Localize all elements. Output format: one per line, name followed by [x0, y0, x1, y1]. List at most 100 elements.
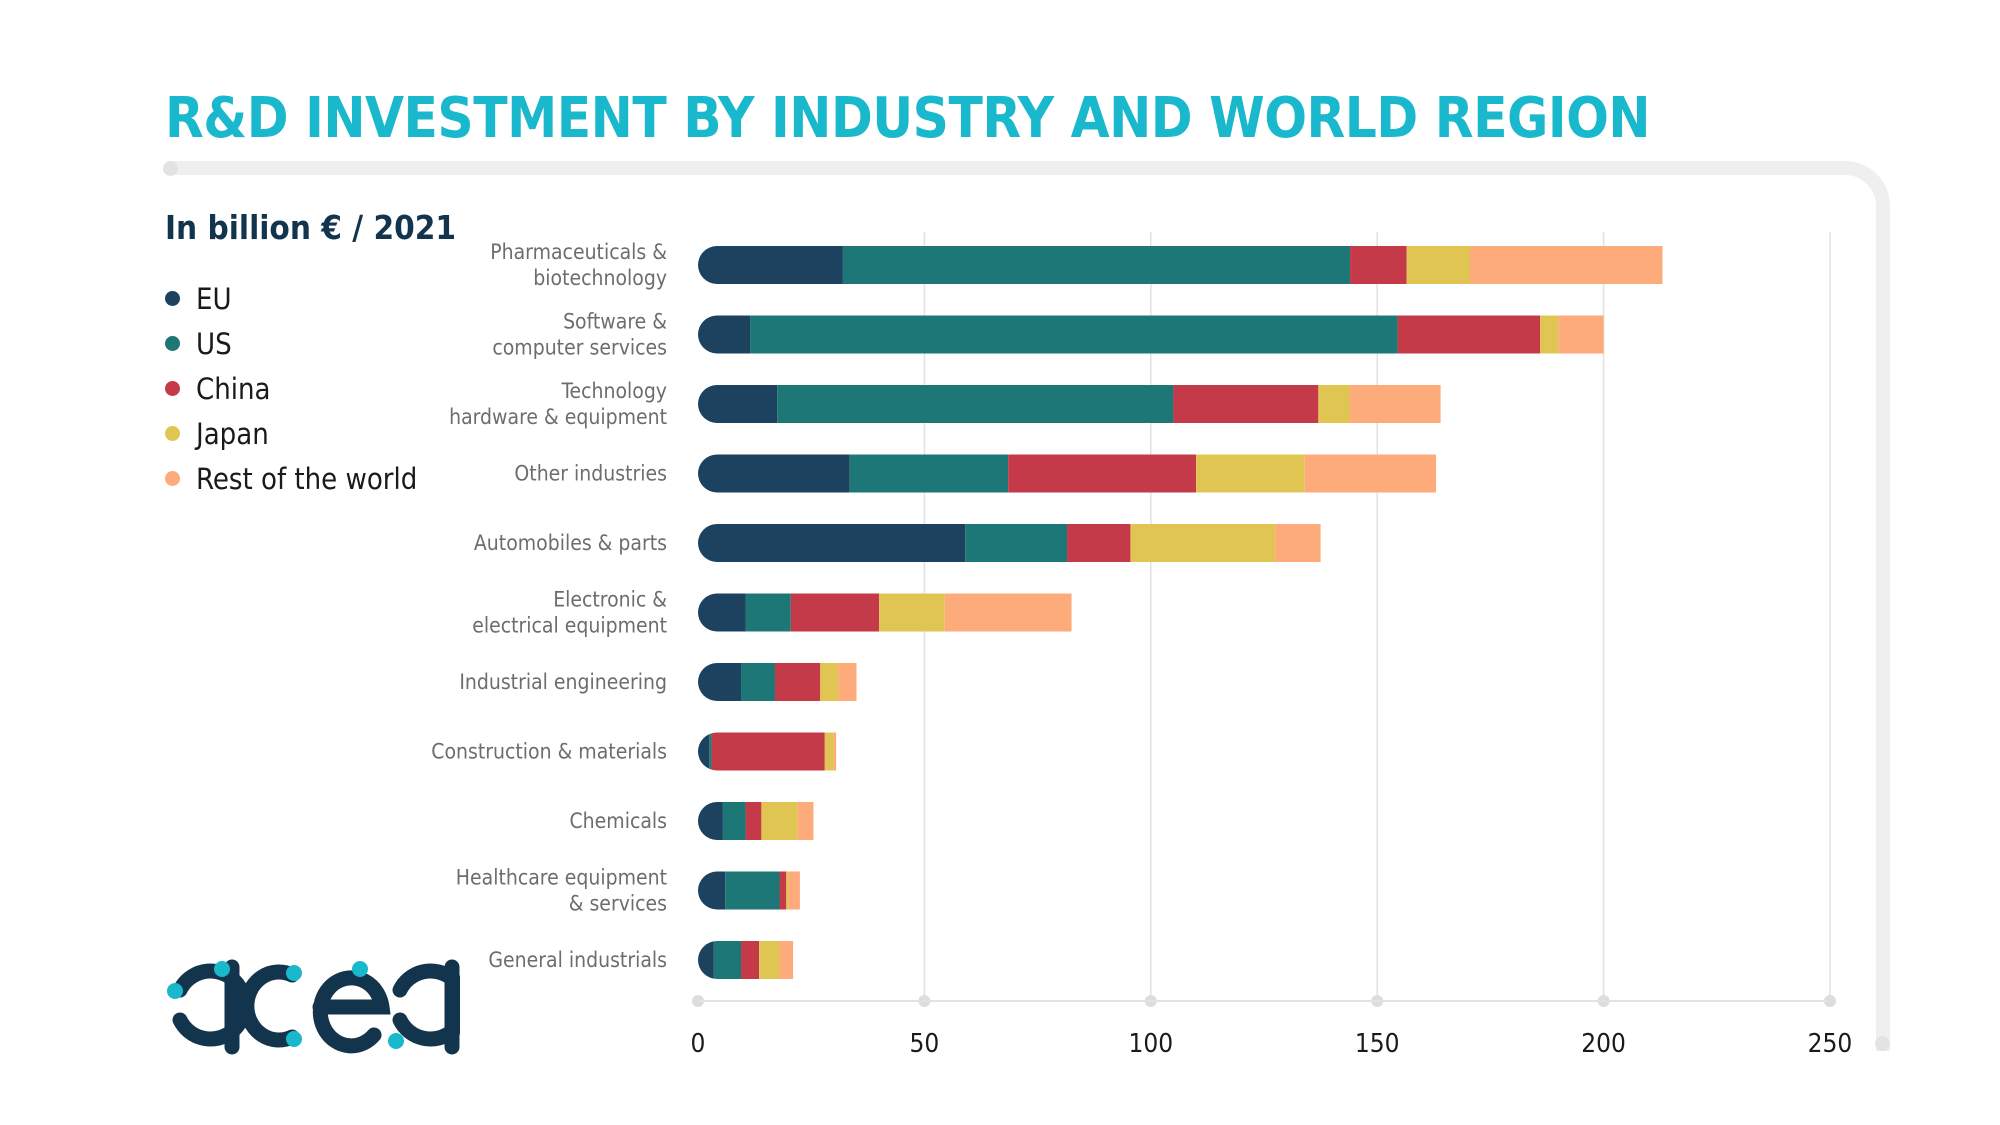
category-label: Construction & materials [431, 740, 667, 764]
bar-segment-eu [698, 593, 746, 632]
bar-segment-china [774, 663, 821, 701]
bar-group [698, 593, 1072, 632]
category-label: Pharmaceuticals & biotechnology [490, 240, 667, 290]
category-label: Other industries [514, 462, 667, 486]
bar-segment-eu [698, 385, 778, 423]
bar-segment-rest-of-the-world [944, 593, 1072, 632]
bar-segment-eu [698, 941, 714, 979]
legend-swatch-rest-of-world [165, 471, 180, 486]
bar-segment-japan [786, 871, 789, 910]
bar-segment-us [741, 663, 775, 701]
frame-end-dot-right [1875, 1036, 1890, 1051]
chart-subtitle: In billion € / 2021 [165, 208, 457, 247]
category-label: Chemicals [569, 809, 667, 833]
legend-swatch-us [165, 336, 180, 351]
legend-item-eu: EU [165, 276, 417, 321]
legend-swatch-eu [165, 291, 180, 306]
legend-item-japan: Japan [165, 411, 417, 456]
bar-group [698, 941, 794, 979]
bar-segment-china [1397, 315, 1541, 354]
bar-segment-japan [1540, 315, 1559, 354]
category-label: General industrials [488, 948, 667, 972]
bar-segment-rest-of-the-world [1350, 385, 1441, 423]
bar-group [698, 871, 800, 910]
bar-segment-us [965, 524, 1068, 562]
chart-title: R&D INVESTMENT BY INDUSTRY AND WORLD REG… [165, 86, 1651, 151]
bar-segment-eu [698, 663, 742, 701]
legend-item-us: US [165, 321, 417, 366]
bar-segment-china [1008, 454, 1197, 493]
bar-segment-china [711, 732, 825, 771]
legend-label-rest-of-world: Rest of the world [196, 461, 418, 496]
bar-segment-japan [1130, 524, 1276, 562]
bar-segment-rest-of-the-world [1275, 524, 1321, 562]
bar-segment-eu [698, 871, 726, 910]
bar-group [698, 524, 1321, 562]
bar-segment-japan [761, 802, 798, 840]
legend-label-japan: Japan [196, 416, 269, 451]
bar-segment-china [790, 593, 880, 632]
bar-segment-eu [698, 802, 723, 840]
bar-segment-us [709, 732, 712, 771]
bar-group [698, 315, 1604, 354]
bar-segment-japan [824, 732, 834, 771]
legend-label-china: China [196, 371, 271, 406]
x-tick-label: 250 [1808, 1029, 1853, 1059]
bar-segment-japan [1318, 385, 1351, 423]
frame-border [170, 161, 1890, 1051]
bar-segment-japan [820, 663, 839, 701]
legend-label-eu: EU [196, 281, 232, 316]
acea-logo: acea [167, 959, 460, 1055]
bar-group [698, 385, 1441, 423]
legend-item-rest-of-world: Rest of the world [165, 456, 417, 501]
bar-segment-china [1067, 524, 1131, 562]
bar-segment-us [849, 454, 1009, 493]
bar-segment-china [779, 871, 787, 910]
x-tick-label: 50 [910, 1029, 940, 1059]
category-label: Technology hardware & equipment [449, 379, 667, 429]
bar-segment-japan [1196, 454, 1305, 493]
bar-segment-rest-of-the-world [797, 802, 814, 840]
legend-item-china: China [165, 366, 417, 411]
bar-segment-us [725, 871, 780, 910]
bar-segment-china [1173, 385, 1319, 423]
x-tick-label: 150 [1355, 1029, 1400, 1059]
bar-group [698, 802, 814, 840]
bar-segment-eu [698, 524, 966, 562]
bar-segment-us [777, 385, 1174, 423]
bar-group [698, 246, 1663, 284]
bar-segment-rest-of-the-world [838, 663, 857, 701]
bar-segment-japan [759, 941, 780, 979]
bar-segment-rest-of-the-world [1558, 315, 1604, 354]
category-label: Software & computer services [492, 310, 667, 360]
bar-segment-eu [698, 246, 843, 284]
bar-group [698, 663, 857, 701]
bar-segment-rest-of-the-world [779, 941, 794, 979]
bar-group [698, 732, 837, 771]
bar-segment-us [842, 246, 1351, 284]
legend-swatch-japan [165, 426, 180, 441]
bar-segment-japan [879, 593, 945, 632]
legend-swatch-china [165, 381, 180, 396]
bar-segment-us [722, 802, 746, 840]
category-label: Industrial engineering [459, 670, 667, 694]
bar-segment-eu [698, 454, 850, 493]
bar-group [698, 454, 1437, 493]
category-label: Electronic & electrical equipment [472, 588, 667, 638]
x-tick-label: 100 [1128, 1029, 1173, 1059]
frame-end-dot-left [163, 161, 178, 176]
legend: EU US China Japan Rest of the world [165, 276, 417, 501]
bar-segment-china [1350, 246, 1407, 284]
bar-segment-japan [1406, 246, 1471, 284]
bar-segment-us [750, 315, 1398, 354]
category-label: Healthcare equipment & services [456, 866, 667, 916]
bar-segment-china [745, 802, 762, 840]
bar-segment-us [745, 593, 791, 632]
bar-segment-china [741, 941, 760, 979]
bar-segment-rest-of-the-world [1470, 246, 1663, 284]
legend-label-us: US [196, 326, 232, 361]
bar-segment-rest-of-the-world [788, 871, 800, 910]
bar-segment-rest-of-the-world [833, 732, 837, 771]
x-tick-label: 0 [691, 1029, 706, 1059]
